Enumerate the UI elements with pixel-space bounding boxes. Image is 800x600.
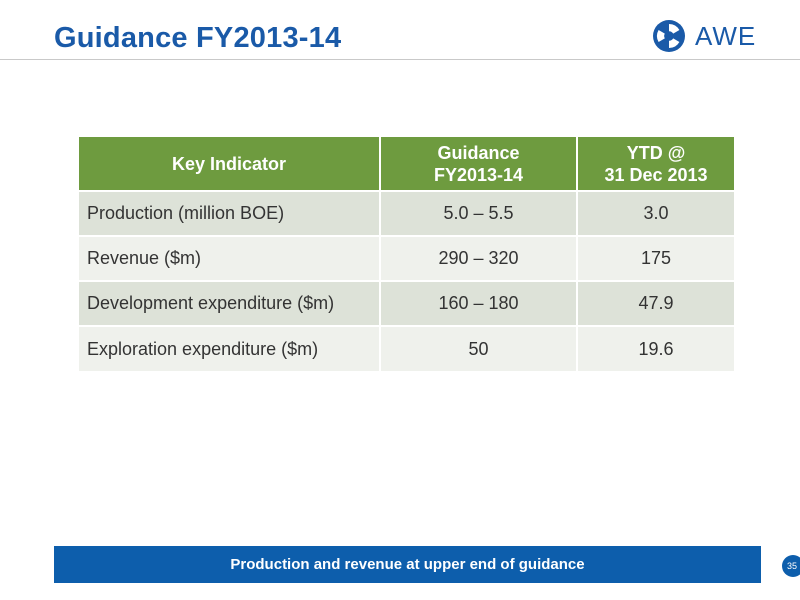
ytd-value: 3.0: [577, 190, 734, 236]
company-logo: AWE: [652, 19, 756, 53]
guidance-value: 290 – 320: [380, 235, 578, 281]
guidance-value: 50: [380, 325, 578, 371]
guidance-table: Key Indicator Guidance FY2013-14 YTD @ 3…: [79, 137, 734, 371]
logo-wordmark: AWE: [695, 20, 757, 51]
header-ytd: YTD @ 31 Dec 2013: [577, 137, 734, 191]
guidance-value: 160 – 180: [380, 280, 578, 326]
table-row: Development expenditure ($m) 160 – 180 4…: [79, 280, 734, 326]
header-guidance: Guidance FY2013-14: [380, 137, 578, 191]
table-row: Exploration expenditure ($m) 50 19.6: [79, 325, 734, 371]
header-key-indicator: Key Indicator: [79, 137, 381, 191]
row-label: Revenue ($m): [79, 235, 381, 281]
guidance-value: 5.0 – 5.5: [380, 190, 578, 236]
page-number: 35: [782, 555, 800, 577]
summary-banner: Production and revenue at upper end of g…: [54, 546, 761, 583]
table-row: Revenue ($m) 290 – 320 175: [79, 235, 734, 281]
row-label: Exploration expenditure ($m): [79, 325, 381, 371]
slide-title: Guidance FY2013-14: [54, 22, 342, 54]
table-header-row: Key Indicator Guidance FY2013-14 YTD @ 3…: [79, 137, 734, 191]
row-label: Production (million BOE): [79, 190, 381, 236]
row-label: Development expenditure ($m): [79, 280, 381, 326]
awe-logo-icon: [653, 20, 685, 52]
ytd-value: 175: [577, 235, 734, 281]
title-divider: [0, 59, 800, 60]
table-row: Production (million BOE) 5.0 – 5.5 3.0: [79, 190, 734, 236]
ytd-value: 19.6: [577, 325, 734, 371]
ytd-value: 47.9: [577, 280, 734, 326]
